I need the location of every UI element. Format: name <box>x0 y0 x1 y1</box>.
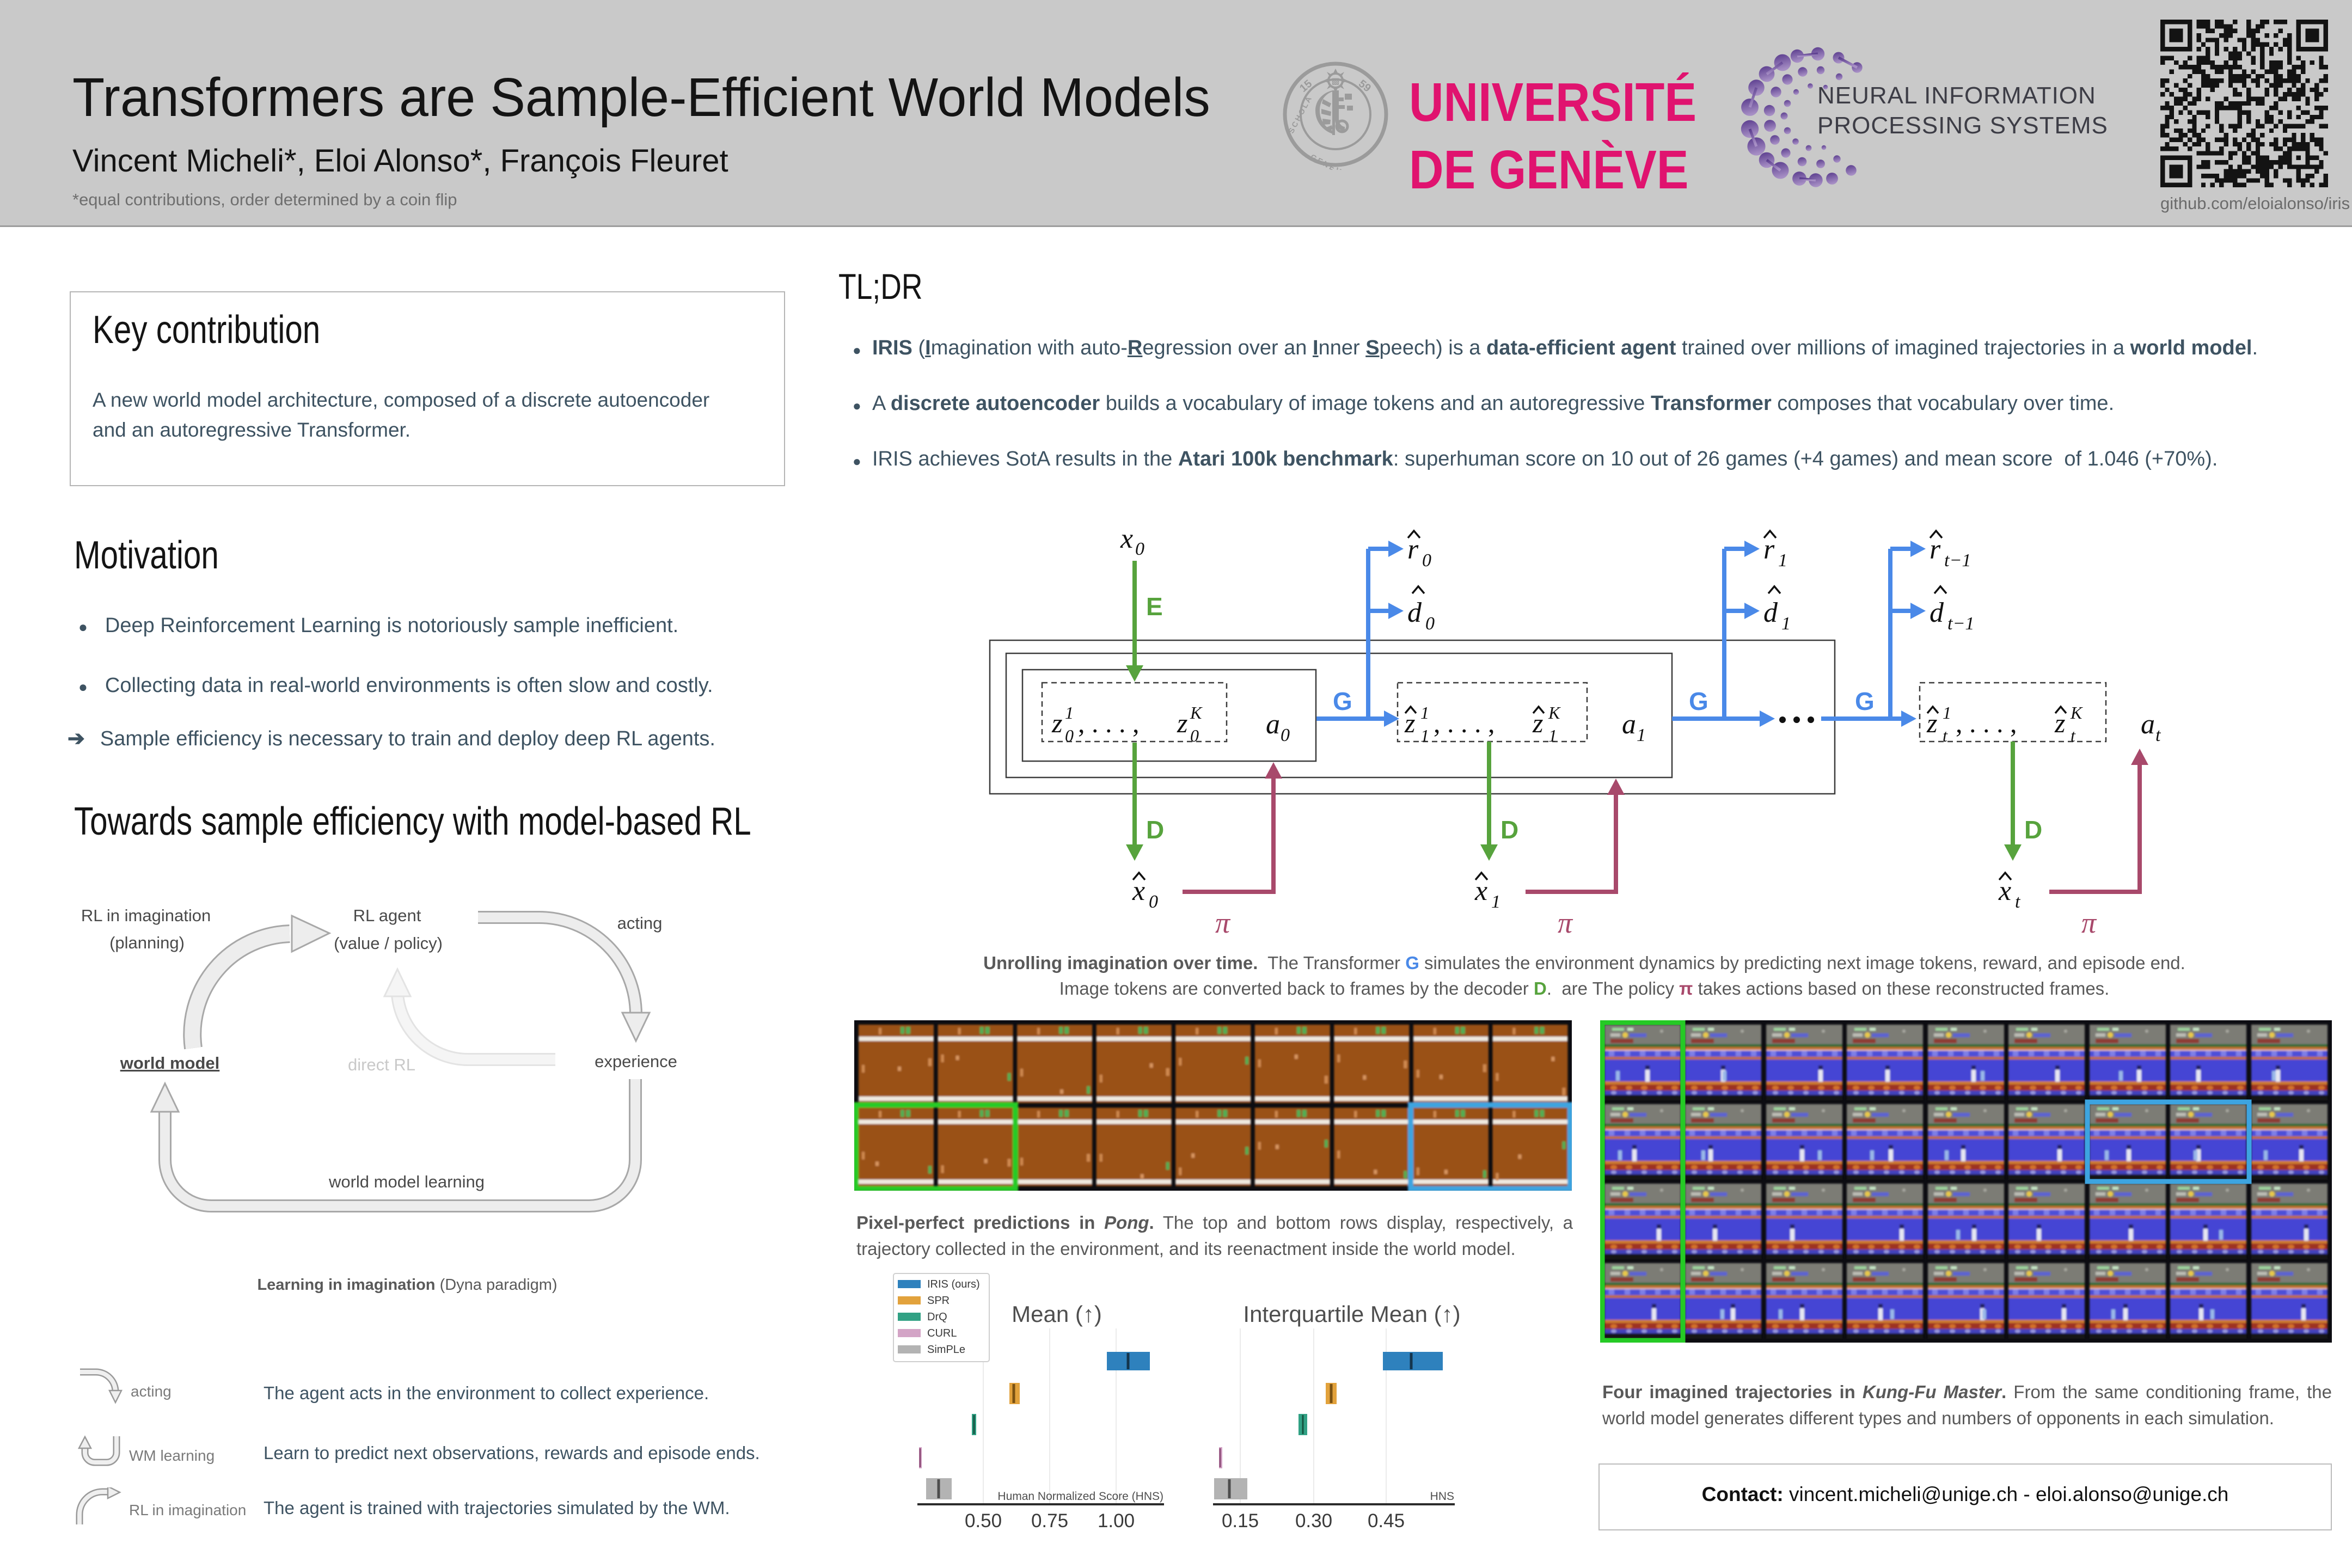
svg-text:r: r <box>1763 534 1775 565</box>
svg-text:Interquartile Mean (↑): Interquartile Mean (↑) <box>1243 1301 1460 1327</box>
svg-text:E: E <box>1146 592 1163 621</box>
svg-text:1: 1 <box>1943 703 1951 722</box>
svg-text:SPR: SPR <box>927 1295 950 1307</box>
svg-text:0.45: 0.45 <box>1368 1510 1405 1532</box>
svg-text:RL in imagination: RL in imagination <box>81 906 211 925</box>
svg-text:a: a <box>1622 709 1636 740</box>
svg-text:world model: world model <box>120 1054 220 1073</box>
svg-text:D: D <box>2024 816 2042 844</box>
svg-text:SCHOLA: SCHOLA <box>1287 94 1314 135</box>
svg-text:z: z <box>1926 708 1937 738</box>
svg-text:1: 1 <box>1637 725 1646 745</box>
svg-text:π: π <box>1558 906 1573 939</box>
svg-text:D: D <box>1146 816 1164 844</box>
svg-text:z: z <box>1532 708 1543 738</box>
svg-text:acting: acting <box>617 914 663 933</box>
svg-text:HNS: HNS <box>1430 1490 1454 1503</box>
svg-text:z: z <box>1404 708 1415 738</box>
svg-text:direct RL: direct RL <box>348 1055 415 1074</box>
svg-text:, . . . ,: , . . . , <box>1956 708 2017 738</box>
svg-text:1: 1 <box>1548 726 1557 745</box>
svg-text:t: t <box>2071 726 2076 745</box>
svg-text:G: G <box>1689 687 1708 715</box>
svg-text:experience: experience <box>595 1052 677 1071</box>
svg-text:(planning): (planning) <box>109 933 185 952</box>
svg-text:G: G <box>1855 687 1875 715</box>
svg-text:RL agent: RL agent <box>353 906 421 925</box>
svg-text:0: 0 <box>1190 726 1199 745</box>
svg-text:a: a <box>1266 709 1280 740</box>
svg-text:t: t <box>1943 726 1948 745</box>
svg-text:world model learning: world model learning <box>328 1172 485 1191</box>
svg-text:x: x <box>1132 875 1145 906</box>
svg-text:t−1: t−1 <box>1944 550 1971 571</box>
svg-text:K: K <box>1190 703 1203 722</box>
svg-text:1: 1 <box>1420 703 1429 722</box>
svg-text:0: 0 <box>1135 539 1144 559</box>
svg-text:1: 1 <box>1491 892 1500 912</box>
svg-text:x: x <box>1474 875 1487 906</box>
svg-text:CURL: CURL <box>927 1327 957 1339</box>
svg-text:a: a <box>2141 709 2155 740</box>
svg-text:0: 0 <box>1281 725 1290 745</box>
svg-text:Human Normalized Score (HNS): Human Normalized Score (HNS) <box>997 1490 1163 1503</box>
svg-text:z: z <box>1051 708 1062 738</box>
svg-text:▩: ▩ <box>1331 77 1339 86</box>
svg-text:t−1: t−1 <box>1947 614 1974 634</box>
svg-text:, . . . ,: , . . . , <box>1078 708 1140 738</box>
svg-text:1: 1 <box>1781 614 1791 634</box>
svg-text:1: 1 <box>1420 726 1429 745</box>
svg-text:1: 1 <box>1065 703 1074 722</box>
svg-text:t: t <box>2155 725 2161 745</box>
svg-text:Mean (↑): Mean (↑) <box>1012 1301 1102 1327</box>
svg-text:π: π <box>2081 906 2097 939</box>
svg-text:GENEVENSIS: GENEVENSIS <box>1309 152 1371 170</box>
svg-text:0.50: 0.50 <box>965 1510 1002 1532</box>
svg-text:(value / policy): (value / policy) <box>334 934 443 953</box>
svg-text:IRIS (ours): IRIS (ours) <box>927 1278 980 1290</box>
svg-text:0: 0 <box>1425 614 1435 634</box>
svg-text:SimPLe: SimPLe <box>927 1344 965 1356</box>
svg-text:r: r <box>1930 534 1941 565</box>
svg-text:G: G <box>1333 687 1352 715</box>
svg-text:π: π <box>1215 906 1231 939</box>
svg-text:0.15: 0.15 <box>1222 1510 1259 1532</box>
svg-text:DrQ: DrQ <box>927 1311 947 1323</box>
svg-text:d: d <box>1930 597 1944 628</box>
svg-text:x: x <box>1998 875 2011 906</box>
svg-text:0.75: 0.75 <box>1031 1510 1068 1532</box>
svg-text:r: r <box>1407 534 1419 565</box>
svg-text:d: d <box>1407 597 1422 628</box>
svg-text:1: 1 <box>1778 550 1787 571</box>
svg-text:K: K <box>2070 703 2083 722</box>
svg-text:K: K <box>1548 703 1561 722</box>
svg-text:D: D <box>1500 816 1518 844</box>
svg-text:1.00: 1.00 <box>1098 1510 1135 1532</box>
svg-text:0: 0 <box>1149 892 1158 912</box>
svg-text:, . . . ,: , . . . , <box>1434 708 1495 738</box>
svg-text:0.30: 0.30 <box>1295 1510 1332 1532</box>
svg-text:d: d <box>1763 597 1778 628</box>
svg-text:z: z <box>1177 708 1187 738</box>
svg-text:z: z <box>2054 708 2065 738</box>
svg-text:0: 0 <box>1065 726 1074 745</box>
svg-text:0: 0 <box>1422 550 1431 571</box>
svg-text:t: t <box>2015 892 2021 912</box>
svg-text:x: x <box>1120 523 1133 554</box>
